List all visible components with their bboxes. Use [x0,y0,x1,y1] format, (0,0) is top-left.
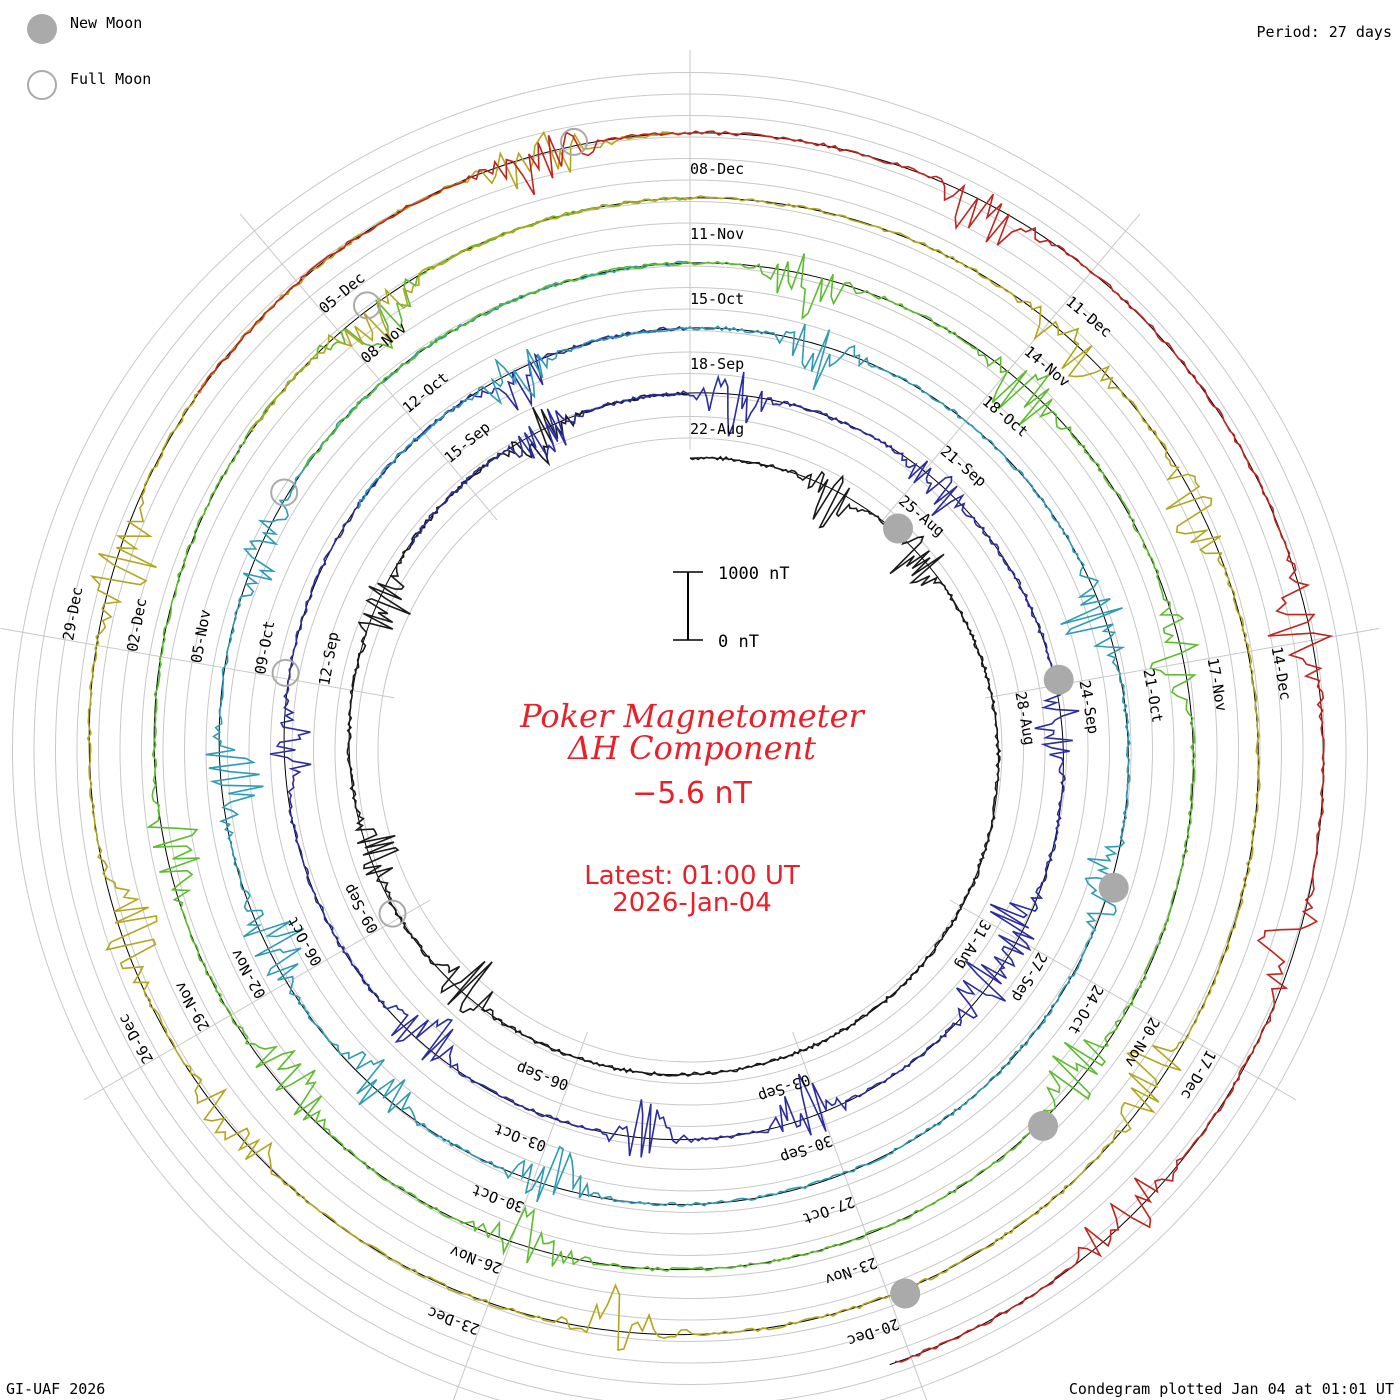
scale-top-label: 1000 nT [718,564,790,584]
tick-label: 15-Oct [690,290,744,308]
tick-label: 12-Sep [315,631,342,687]
scale-bottom-label: 0 nT [718,632,759,652]
grid-spoke [985,627,1380,699]
tick-label: 22-Aug [690,420,744,438]
credit-label: GI-UAF 2026 [6,1380,106,1398]
new-moon-marker [1028,1110,1058,1141]
tick-label: 17-Nov [1204,656,1231,712]
tick-label: 17-Dec [1177,1047,1220,1103]
latest-time: Latest: 01:00 UT [584,861,800,891]
full-moon-icon [27,70,57,100]
tick-label: 09-Sep [340,881,383,937]
new-moon-marker [883,513,913,544]
plotted-timestamp: Condegram plotted Jan 04 at 01:01 UT [1068,1380,1394,1398]
data-traces [86,130,1334,1363]
trace-rotation-03-Jan [197,130,1334,1363]
grid-spoke [949,899,1297,1101]
tick-label: 30-Sep [778,1131,835,1166]
title-line1: Poker Magnetometer [519,697,865,735]
tick-label: 05-Nov [187,608,214,664]
grid-spoke [0,627,395,699]
full-moon-legend-label: Full Moon [70,70,152,88]
title-line2: ΔH Component [566,729,816,767]
tick-label: 08-Dec [690,160,744,178]
tick-label: 06-Sep [514,1059,571,1094]
new-moon-legend-label: New Moon [70,14,143,32]
trace-rotation-11-Nov [146,196,1200,1272]
tick-label: 14-Dec [1268,645,1295,701]
tick-label: 29-Dec [59,585,86,641]
tick-label: 27-Oct [800,1192,857,1227]
full-moon-marker [378,899,407,928]
new-moon-marker [890,1278,921,1309]
period-label: Period: 27 days [1256,23,1392,41]
tick-label: 03-Sep [756,1070,813,1105]
trace-rotation-15-Oct [205,260,1131,1208]
tick-label: 11-Dec [1062,292,1115,341]
tick-label: 29-Nov [171,978,214,1034]
tick-label: 21-Oct [1139,668,1166,724]
tick-label: 02-Dec [123,597,150,653]
full-moon-marker [271,658,300,687]
full-moon-marker [270,478,299,507]
tick-label: 30-Oct [469,1181,526,1216]
new-moon-icon [27,14,57,44]
tick-label: 08-Nov [357,319,410,368]
grid-spoke [239,213,498,521]
tick-label: 23-Nov [822,1254,879,1289]
grid-spoke [882,213,1141,521]
trace-rotation-08-Dec [86,130,1261,1351]
tick-label: 20-Dec [845,1315,902,1350]
current-value: −5.6 nT [632,776,752,811]
tick-label: 28-Aug [1011,690,1038,746]
full-moon-marker [560,127,588,156]
tick-label: 11-Nov [690,225,744,243]
center-title-block: Poker Magnetometer ΔH Component −5.6 nT … [519,697,865,918]
tick-label: 18-Sep [690,355,744,373]
trace-rotation-22-Aug [346,391,1002,1077]
moon-markers [270,127,1129,1309]
tick-label: 26-Nov [447,1242,504,1277]
full-moon-marker [353,291,381,320]
tick-label: 23-Dec [425,1303,482,1338]
new-moon-marker [1043,664,1074,695]
tick-label: 24-Sep [1075,679,1102,735]
tick-label: 26-Dec [114,1011,157,1067]
tick-label: 06-Oct [283,913,326,969]
new-moon-marker [1098,872,1129,903]
latest-date: 2026-Jan-04 [612,888,772,918]
tick-label: 03-Oct [492,1120,549,1155]
trace-rotation-18-Sep [269,325,1080,1158]
tick-label: 31-Aug [952,917,995,973]
scale-bar: 1000 nT 0 nT [673,564,790,652]
grid-spoke [83,899,431,1101]
